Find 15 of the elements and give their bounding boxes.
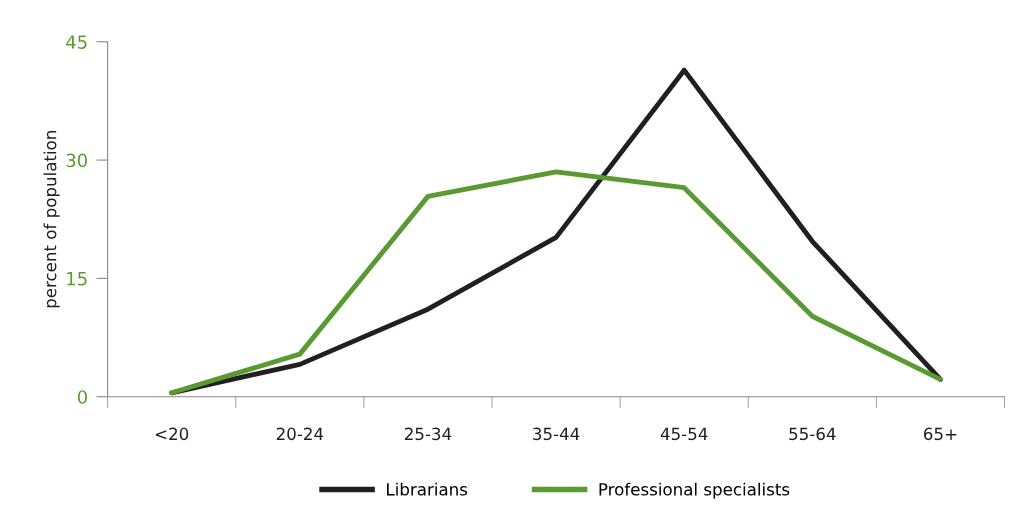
line-series	[169, 169, 943, 396]
y-axis-title: percent of population	[43, 131, 60, 308]
x-tick-label: <20	[155, 427, 189, 441]
x-tick-label: 35-44	[533, 427, 580, 441]
y-tick-label: 0	[77, 390, 87, 404]
y-tick-label: 45	[66, 35, 87, 49]
x-tick-label: 45-54	[660, 427, 708, 441]
y-tick-label: 30	[66, 153, 87, 168]
legend-label: Librarians	[387, 482, 468, 496]
x-tick-label: 20-24	[276, 427, 324, 441]
x-tick-label: 55-64	[789, 427, 836, 441]
legend-label: Professional specialists	[599, 482, 790, 499]
x-tick-label: 25-34	[404, 427, 452, 441]
x-tick-label: 65+	[924, 427, 957, 441]
y-tick-label: 15	[67, 272, 87, 286]
